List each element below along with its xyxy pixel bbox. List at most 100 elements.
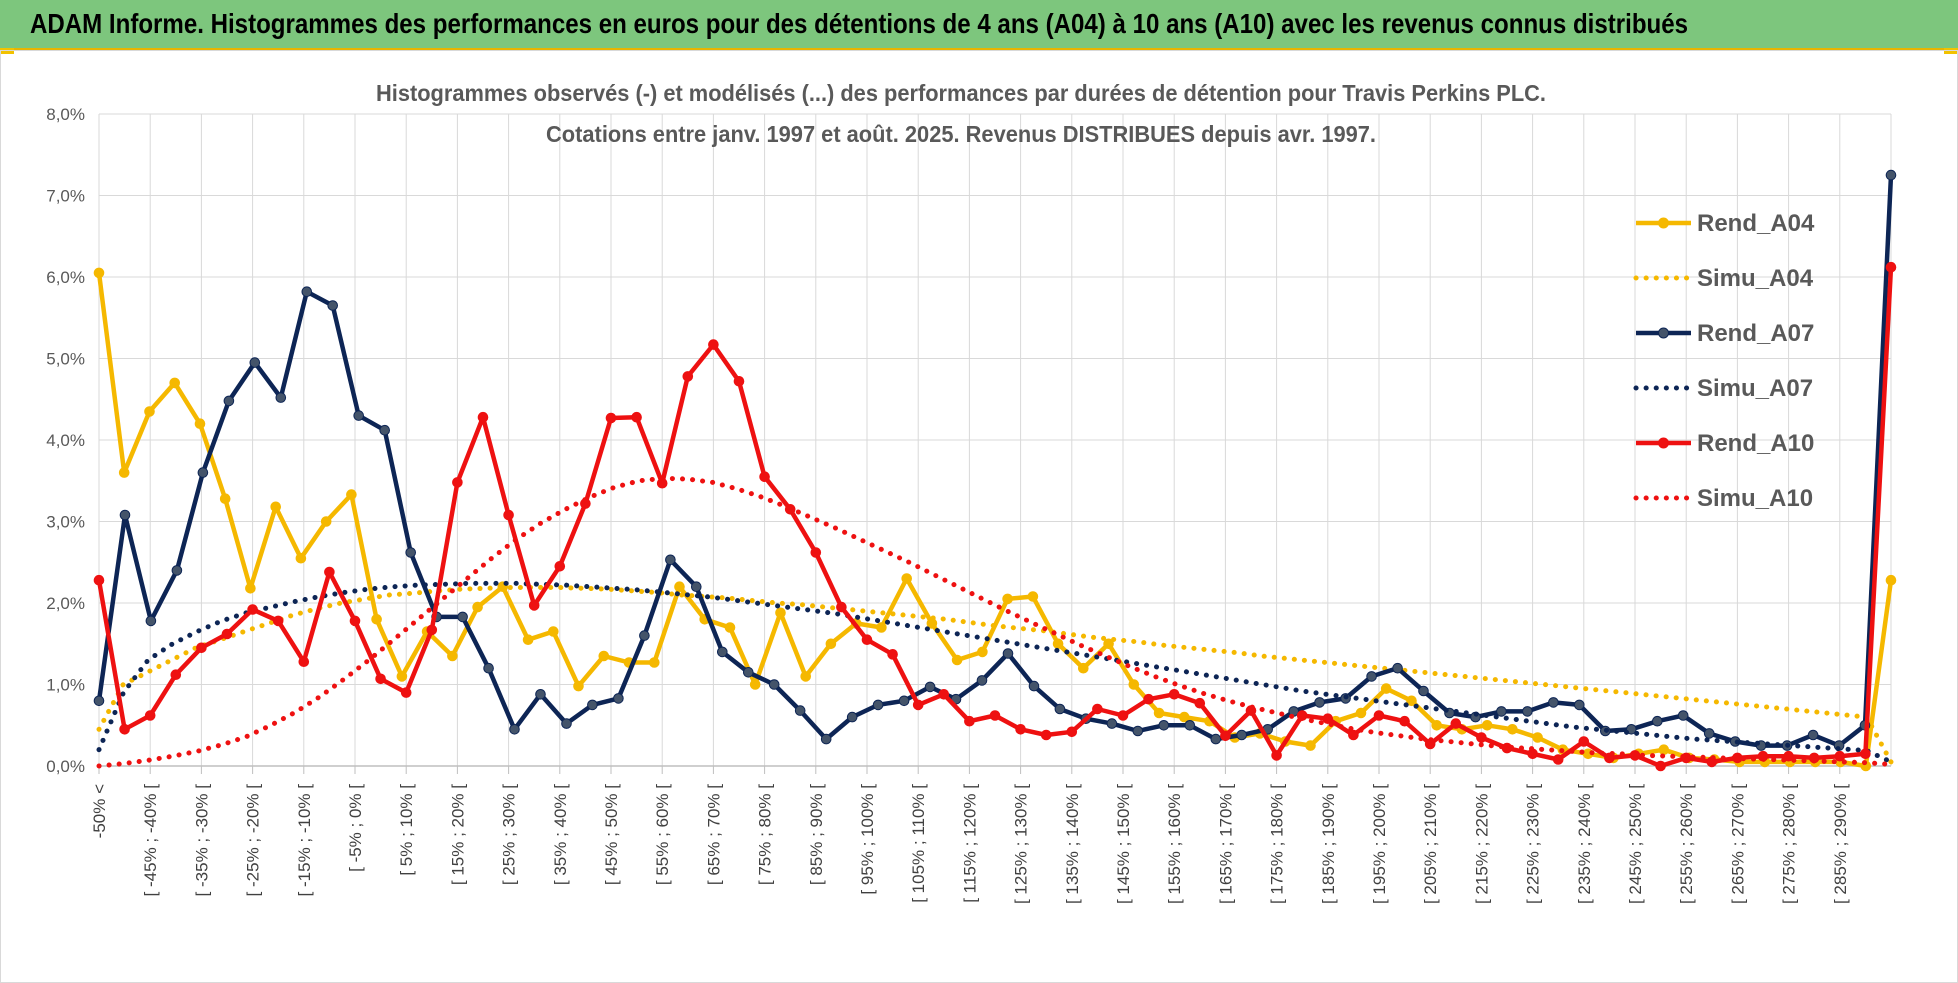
- series-line-Rend_A07: [96, 174, 1894, 748]
- data-point-Rend_A10: [196, 642, 207, 654]
- data-point-Rend_A10: [1655, 760, 1666, 772]
- data-point-Rend_A07: [561, 718, 572, 729]
- data-point-Rend_A04: [245, 583, 256, 594]
- data-point-Rend_A07: [691, 581, 702, 593]
- legend-label: Simu_A07: [1697, 375, 1813, 402]
- y-tick-label: 6,0%: [46, 268, 85, 287]
- data-point-Rend_A07: [145, 615, 157, 627]
- data-point-Rend_A07: [1236, 729, 1247, 741]
- data-point-Rend_A07: [119, 509, 131, 521]
- data-point-Rend_A10: [1399, 715, 1410, 727]
- x-tick-label: [ 225% ; 230% [: [1524, 784, 1543, 904]
- chart-frame: 0,0% 1,0% 2,0% 3,0% 4,0% 5,0% 6,0% 7,0% 8,0% -50%…: [0, 50, 1958, 983]
- x-tick-label: [ 145% ; 150% [: [1114, 784, 1133, 904]
- data-point-Rend_A10: [989, 710, 1001, 721]
- data-point-Rend_A04: [1027, 591, 1039, 602]
- x-tick-label: [ 85% ; 90% [: [807, 784, 826, 885]
- data-point-Rend_A10: [93, 574, 105, 586]
- data-point-Rend_A04: [371, 614, 382, 625]
- data-point-Rend_A04: [118, 467, 130, 478]
- data-point-Rend_A04: [800, 671, 812, 682]
- data-point-Rend_A07: [1028, 680, 1040, 692]
- data-point-Rend_A07: [509, 724, 520, 735]
- legend-marker-Rend_A10: [1658, 437, 1669, 449]
- data-point-Rend_A04: [194, 418, 206, 430]
- data-point-Rend_A07: [846, 711, 858, 723]
- y-tick-label: 7,0%: [46, 187, 85, 206]
- legend-marker-Rend_A04: [1658, 217, 1669, 229]
- y-tick-label: 4,0%: [46, 431, 85, 450]
- data-point-Rend_A07: [457, 611, 468, 623]
- data-point-Rend_A10: [503, 509, 514, 521]
- data-point-Rend_A04: [1380, 683, 1392, 694]
- data-point-Rend_A04: [573, 680, 584, 692]
- x-tick-label: [ -15% ; -10% [: [295, 784, 314, 897]
- data-point-Rend_A07: [353, 410, 365, 421]
- data-point-Rend_A07: [1054, 703, 1066, 715]
- data-point-Rend_A04: [1179, 711, 1190, 723]
- data-point-Rend_A07: [1548, 697, 1559, 708]
- data-point-Rend_A10: [1092, 703, 1103, 715]
- x-tick-label: [ -45% ; -40% [: [141, 784, 160, 897]
- data-point-Rend_A10: [836, 601, 847, 613]
- x-tick-label: [ 95% ; 100% [: [858, 784, 877, 895]
- data-point-Rend_A10: [528, 600, 540, 611]
- data-point-Rend_A04: [144, 406, 155, 417]
- header-banner: ADAM Informe. Histogrammes des performan…: [0, 0, 1958, 50]
- data-point-Rend_A07: [1392, 662, 1403, 674]
- data-point-Rend_A10: [810, 547, 822, 558]
- data-point-Rend_A04: [674, 581, 685, 593]
- data-point-Rend_A10: [733, 376, 745, 387]
- data-point-Rend_A04: [1103, 638, 1114, 650]
- data-point-Rend_A10: [1783, 750, 1794, 762]
- data-point-Rend_A07: [1366, 671, 1377, 682]
- data-point-Rend_A10: [119, 724, 130, 735]
- x-tick-label: [ 25% ; 30% [: [500, 784, 519, 885]
- data-point-Rend_A10: [1373, 710, 1385, 721]
- data-point-Rend_A04: [1052, 638, 1064, 650]
- x-tick-label: -50% <: [90, 784, 109, 838]
- data-point-Rend_A10: [861, 634, 873, 646]
- data-point-Rend_A10: [400, 687, 412, 698]
- data-point-Rend_A04: [649, 657, 660, 668]
- data-point-Rend_A10: [605, 412, 617, 424]
- data-point-Rend_A07: [301, 286, 313, 297]
- page-title: ADAM Informe. Histogrammes des performan…: [30, 8, 1689, 39]
- x-tick-label: [ -5% ; 0% [: [346, 784, 365, 872]
- x-tick-label: [ 45% ; 50% [: [602, 784, 621, 885]
- data-point-Rend_A04: [270, 501, 282, 513]
- data-point-Rend_A10: [426, 624, 438, 636]
- data-point-Rend_A07: [1210, 733, 1222, 745]
- data-point-Rend_A04: [1002, 593, 1013, 605]
- x-tick-label: [ 285% ; 290% [: [1831, 784, 1850, 904]
- y-tick-label: 5,0%: [46, 350, 85, 369]
- data-point-Rend_A07: [1677, 710, 1689, 721]
- legend-label: Rend_A07: [1697, 320, 1814, 347]
- data-point-Rend_A07: [1158, 720, 1170, 731]
- data-point-Rend_A07: [717, 646, 728, 658]
- data-point-Rend_A04: [346, 489, 357, 500]
- data-point-Rend_A07: [587, 699, 598, 711]
- data-point-Rend_A04: [1078, 662, 1089, 674]
- chart-title: Histogrammes observés (-) et modélisés (…: [376, 80, 1546, 106]
- data-point-Rend_A10: [938, 689, 950, 700]
- data-point-Rend_A10: [272, 615, 284, 627]
- data-point-Rend_A10: [1143, 693, 1154, 705]
- data-point-Rend_A04: [1658, 744, 1670, 756]
- data-point-Rend_A10: [247, 604, 258, 615]
- data-point-Rend_A07: [976, 675, 988, 686]
- data-point-Rend_A04: [876, 622, 887, 633]
- data-point-Rend_A10: [1860, 748, 1871, 760]
- data-point-Rend_A07: [249, 357, 261, 368]
- data-point-Rend_A10: [1578, 736, 1590, 747]
- data-point-Rend_A04: [93, 267, 105, 279]
- data-point-Rend_A07: [1885, 169, 1897, 181]
- data-point-Rend_A07: [1807, 729, 1819, 741]
- data-point-Rend_A10: [144, 710, 156, 721]
- x-tick-label: [ 65% ; 70% [: [704, 784, 723, 885]
- x-tick-label: [ 15% ; 20% [: [448, 784, 467, 885]
- data-point-Rend_A07: [639, 630, 650, 641]
- y-tick-label: 3,0%: [46, 513, 85, 532]
- data-point-Rend_A04: [295, 552, 307, 564]
- data-point-Rend_A04: [447, 650, 458, 662]
